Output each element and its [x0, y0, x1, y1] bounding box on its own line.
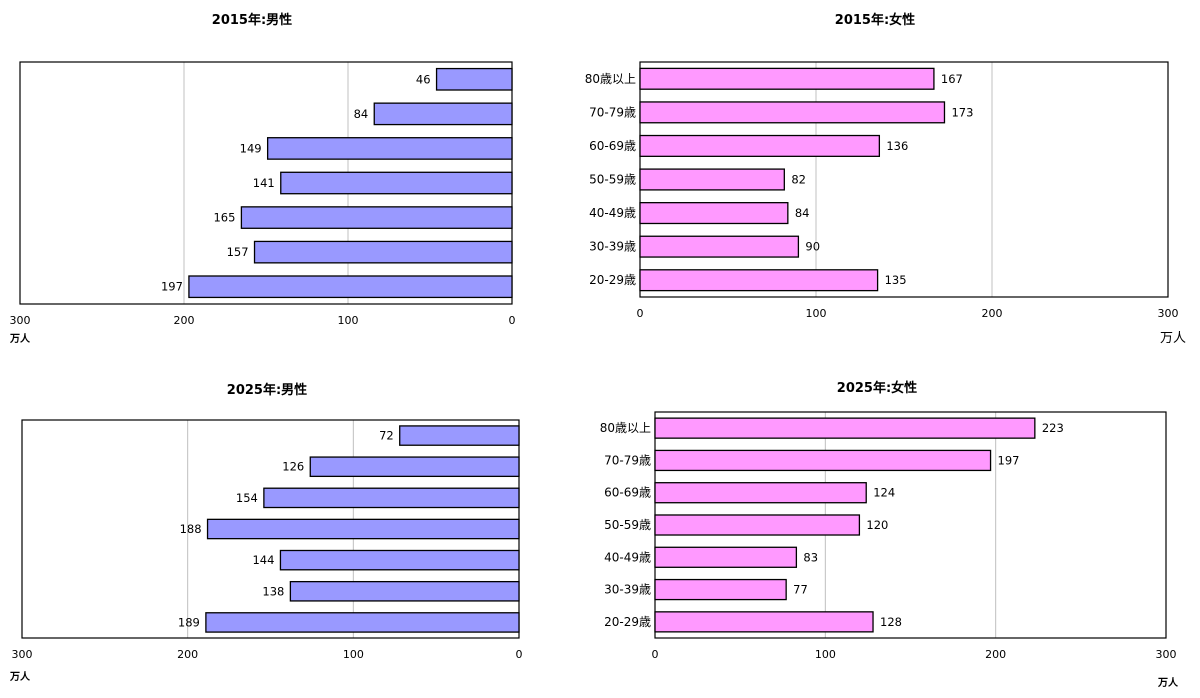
data-label: 72 [379, 429, 394, 443]
bar [240, 206, 513, 229]
data-label: 165 [213, 211, 235, 225]
bar [654, 482, 867, 504]
x-tick-label: 100 [338, 314, 359, 327]
x-axis-unit: 万人 [9, 670, 31, 683]
bar [263, 487, 520, 509]
data-label: 223 [1042, 421, 1064, 435]
bar [266, 137, 513, 160]
x-axis-unit: 万人 [1160, 331, 1186, 346]
category-label: 80歳以上 [585, 72, 636, 86]
data-label: 144 [252, 553, 274, 567]
category-label: 70-79歳 [604, 453, 651, 467]
x-axis-unit: 万人 [1157, 676, 1179, 689]
x-tick-label: 300 [1156, 648, 1177, 661]
chart-panel-0: 2015年:男性 46 84 149 141 165 157 197 0 100 200 300 万人 [9, 12, 516, 345]
chart-title: 2015年:女性 [835, 12, 915, 28]
category-label: 40-49歳 [604, 550, 651, 564]
bar [654, 546, 798, 568]
data-label: 197 [161, 280, 183, 294]
x-tick-label: 200 [985, 648, 1006, 661]
data-label: 120 [866, 518, 888, 532]
x-tick-label: 200 [982, 307, 1003, 320]
category-label: 30-39歳 [604, 583, 651, 597]
category-label: 20-29歳 [589, 273, 636, 287]
data-label: 173 [951, 105, 973, 119]
category-label: 40-49歳 [589, 206, 636, 220]
data-label: 149 [240, 141, 262, 155]
chart-panel-2: 2025年:男性 72 126 154 188 144 138 189 0 100 200 300 万人 [9, 382, 523, 683]
x-tick-label: 300 [12, 648, 33, 661]
bar [654, 449, 992, 472]
bar [188, 275, 513, 299]
data-label: 188 [180, 522, 202, 536]
bar [639, 134, 881, 157]
bar [639, 235, 800, 258]
data-label: 84 [795, 206, 810, 220]
bar [639, 202, 789, 225]
bar [373, 102, 513, 126]
bar [654, 578, 787, 601]
category-label: 50-59歳 [604, 518, 651, 532]
data-label: 84 [354, 107, 369, 121]
data-label: 128 [880, 615, 902, 629]
bar [205, 612, 520, 633]
data-label: 46 [416, 72, 431, 86]
data-label: 197 [998, 453, 1020, 467]
data-label: 157 [227, 245, 249, 259]
data-label: 138 [262, 584, 284, 598]
data-label: 77 [793, 583, 808, 597]
data-label: 82 [791, 173, 806, 187]
data-label: 167 [941, 72, 963, 86]
x-tick-label: 200 [174, 314, 195, 327]
bar [639, 101, 946, 124]
category-label: 50-59歳 [589, 173, 636, 187]
bar [279, 549, 520, 571]
bar [654, 514, 861, 536]
x-tick-label: 200 [177, 648, 198, 661]
x-tick-label: 0 [516, 648, 523, 661]
bar [654, 417, 1036, 439]
category-label: 80歳以上 [600, 421, 651, 435]
x-tick-label: 0 [637, 307, 644, 320]
chart-title: 2025年:女性 [837, 380, 917, 396]
chart-panel-1: 2015年:女性 167 80歳以上 173 70-79歳 136 60-69歳 82 50-5… [585, 12, 1186, 346]
x-tick-label: 300 [10, 314, 31, 327]
data-label: 136 [886, 139, 908, 153]
x-tick-label: 100 [343, 648, 364, 661]
chart-title: 2025年:男性 [227, 382, 307, 398]
bar [399, 425, 520, 446]
data-label: 90 [805, 240, 820, 254]
data-label: 135 [885, 273, 907, 287]
bar [253, 240, 513, 264]
data-label: 189 [178, 615, 200, 629]
bar [639, 269, 879, 292]
category-label: 20-29歳 [604, 615, 651, 629]
x-tick-label: 0 [509, 314, 516, 327]
data-label: 126 [282, 460, 304, 474]
x-tick-label: 100 [806, 307, 827, 320]
data-label: 141 [253, 176, 275, 190]
data-label: 83 [803, 550, 818, 564]
bar [280, 171, 513, 195]
bar [639, 67, 935, 90]
x-tick-label: 300 [1158, 307, 1179, 320]
category-label: 60-69歳 [589, 139, 636, 153]
data-label: 154 [236, 491, 258, 505]
category-label: 30-39歳 [589, 240, 636, 254]
bar [206, 518, 520, 540]
bar [435, 67, 513, 91]
chart-panel-3: 2025年:女性 223 80歳以上 197 70-79歳 124 60-69歳 120 50-… [600, 380, 1179, 689]
x-tick-label: 0 [652, 648, 659, 661]
data-label: 124 [873, 486, 895, 500]
bar [639, 168, 785, 191]
bar [654, 611, 874, 633]
category-label: 60-69歳 [604, 486, 651, 500]
bar [309, 456, 520, 478]
category-label: 70-79歳 [589, 105, 636, 119]
x-tick-label: 100 [815, 648, 836, 661]
x-axis-unit: 万人 [9, 332, 31, 345]
chart-title: 2015年:男性 [212, 12, 292, 28]
bar [289, 580, 520, 602]
